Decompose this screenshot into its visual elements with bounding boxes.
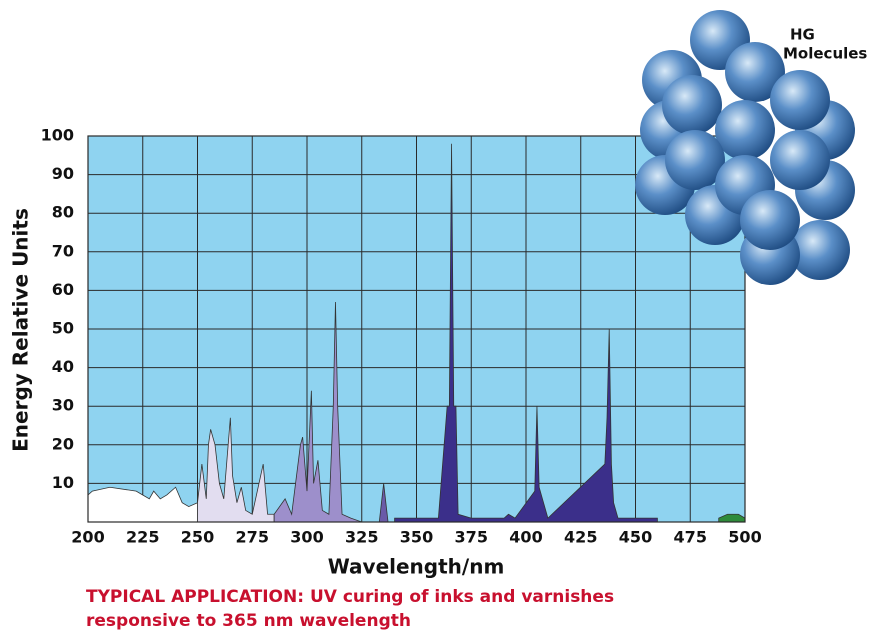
x-tick-label: 325 <box>345 528 378 547</box>
x-tick-label: 400 <box>509 528 542 547</box>
x-tick-label: 350 <box>400 528 433 547</box>
x-tick-label: 250 <box>181 528 214 547</box>
x-tick-label: 275 <box>236 528 269 547</box>
y-tick-label: 90 <box>52 164 74 183</box>
x-tick-label: 375 <box>455 528 488 547</box>
annotation: Molecules <box>783 45 867 63</box>
y-tick-label: 40 <box>52 357 74 376</box>
y-axis-label: Energy Relative Units <box>9 208 33 452</box>
x-tick-label: 500 <box>728 528 761 547</box>
caption: TYPICAL APPLICATION: UV curing of inks a… <box>86 587 614 607</box>
y-tick-label: 50 <box>52 319 74 338</box>
y-tick-label: 80 <box>52 203 74 222</box>
y-tick-label: 20 <box>52 434 74 453</box>
y-tick-label: 30 <box>52 396 74 415</box>
x-tick-label: 450 <box>619 528 652 547</box>
x-tick-label: 200 <box>71 528 104 547</box>
x-tick-label: 425 <box>564 528 597 547</box>
y-tick-label: 10 <box>52 473 74 492</box>
x-axis-label: Wavelength/nm <box>328 555 505 579</box>
caption: responsive to 365 nm wavelength <box>86 611 411 631</box>
y-tick-label: 60 <box>52 280 74 299</box>
x-tick-label: 300 <box>290 528 323 547</box>
chart: 200 225 250 275 300 325 350 375 400 425 450 475 500 1… <box>0 0 877 634</box>
x-tick-label: 225 <box>126 528 159 547</box>
x-tick-label: 475 <box>674 528 707 547</box>
y-tick-label: 70 <box>52 241 74 260</box>
annotation: HG <box>790 26 815 44</box>
y-tick-label: 100 <box>41 126 74 145</box>
